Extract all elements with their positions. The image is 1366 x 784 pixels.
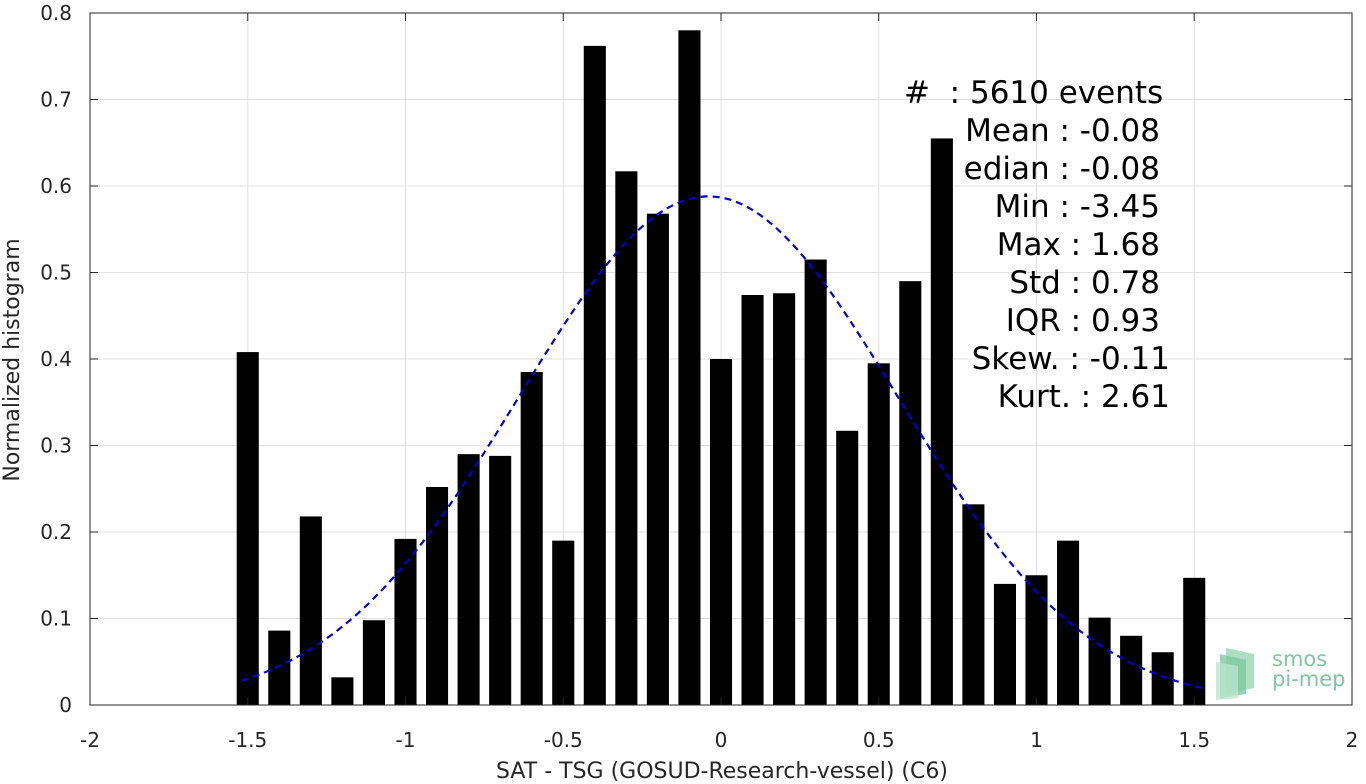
y-tick-label: 0.4 bbox=[40, 347, 72, 371]
stat-min: Min : -3.45 bbox=[994, 189, 1160, 225]
x-tick-label: 0.5 bbox=[863, 728, 895, 752]
histogram-bar bbox=[268, 630, 291, 705]
y-tick-label: 0.3 bbox=[40, 434, 72, 458]
histogram-bar bbox=[1151, 652, 1174, 705]
histogram-bar bbox=[930, 138, 953, 706]
histogram-bar bbox=[362, 620, 385, 705]
y-axis-label: Normalized histogram bbox=[0, 238, 25, 481]
histogram-bar bbox=[426, 487, 449, 705]
y-tick-label: 0.2 bbox=[40, 520, 72, 544]
stat-count: # : 5610 events bbox=[904, 75, 1164, 111]
histogram-bar bbox=[867, 363, 890, 705]
y-tick-label: 0 bbox=[59, 693, 72, 717]
histogram-bar bbox=[1057, 540, 1080, 705]
stat-std: Std : 0.78 bbox=[1009, 265, 1160, 301]
histogram-bar bbox=[804, 259, 827, 705]
histogram-bar bbox=[457, 454, 480, 705]
stat-median: edian : -0.08 bbox=[963, 151, 1160, 187]
histogram-bar bbox=[236, 352, 259, 705]
stat-iqr: IQR : 0.93 bbox=[1005, 303, 1160, 339]
histogram-bar bbox=[1120, 635, 1143, 705]
histogram-bar bbox=[299, 516, 322, 705]
histogram-bar bbox=[1183, 577, 1206, 705]
histogram-bar bbox=[615, 171, 638, 706]
histogram-bar bbox=[709, 359, 733, 705]
histogram-bar bbox=[773, 293, 796, 705]
stat-mean: Mean : -0.08 bbox=[965, 113, 1160, 149]
stat-max: Max : 1.68 bbox=[996, 227, 1160, 263]
histogram-bar bbox=[1088, 617, 1111, 705]
logo-line1: smos bbox=[1272, 647, 1328, 671]
y-tick-label: 0.7 bbox=[40, 88, 72, 112]
x-tick-label: -1 bbox=[396, 728, 416, 752]
histogram-bars bbox=[236, 30, 1206, 706]
logo-line2: pi-mep bbox=[1272, 667, 1346, 691]
stat-skew: Skew. : -0.11 bbox=[971, 341, 1170, 377]
statistics-box: # : 5610 events Mean : -0.08 edian : -0.… bbox=[880, 74, 1170, 416]
tick-labels: -2 -1.5 -1 -0.5 0 0.5 1 1.5 2 0 0.1 0.2 0.3 0.4 0.5 0.6… bbox=[40, 1, 1358, 752]
y-tick-label: 0.5 bbox=[40, 261, 72, 285]
histogram-bar bbox=[1025, 575, 1048, 705]
histogram-bar bbox=[993, 583, 1016, 705]
histogram-bar bbox=[962, 504, 985, 705]
x-axis-label: SAT - TSG (GOSUD-Research-vessel) (C6) bbox=[496, 759, 948, 784]
x-tick-label: 2 bbox=[1346, 728, 1359, 752]
histogram-bar bbox=[583, 45, 606, 706]
y-tick-label: 0.1 bbox=[40, 607, 72, 631]
x-tick-label: 0 bbox=[715, 728, 728, 752]
histogram-bar bbox=[899, 281, 922, 705]
y-tick-label: 0.8 bbox=[40, 1, 72, 25]
histogram-bar bbox=[331, 677, 354, 705]
axes-frame bbox=[89, 12, 1353, 706]
x-tick-label: 1.5 bbox=[1178, 728, 1210, 752]
fit-curve-path bbox=[241, 195, 1208, 691]
logo-mark-icon bbox=[1216, 648, 1254, 700]
histogram-bar bbox=[836, 430, 859, 705]
x-tick-label: 1 bbox=[1030, 728, 1043, 752]
normal-fit-curve bbox=[241, 195, 1208, 691]
histogram-bar bbox=[678, 30, 701, 706]
histogram-bar bbox=[552, 540, 575, 705]
histogram-bar bbox=[520, 371, 543, 705]
histogram-bar bbox=[489, 455, 512, 705]
x-tick-label: -1.5 bbox=[228, 728, 267, 752]
x-tick-label: -2 bbox=[80, 728, 100, 752]
x-tick-label: -0.5 bbox=[544, 728, 583, 752]
smos-pi-mep-logo: smos pi-mep bbox=[1214, 644, 1354, 700]
histogram-bar bbox=[394, 538, 417, 705]
stat-kurt: Kurt. : 2.61 bbox=[997, 379, 1170, 415]
y-tick-label: 0.6 bbox=[40, 174, 72, 198]
histogram-bar bbox=[741, 294, 764, 705]
histogram-bar bbox=[646, 213, 669, 705]
